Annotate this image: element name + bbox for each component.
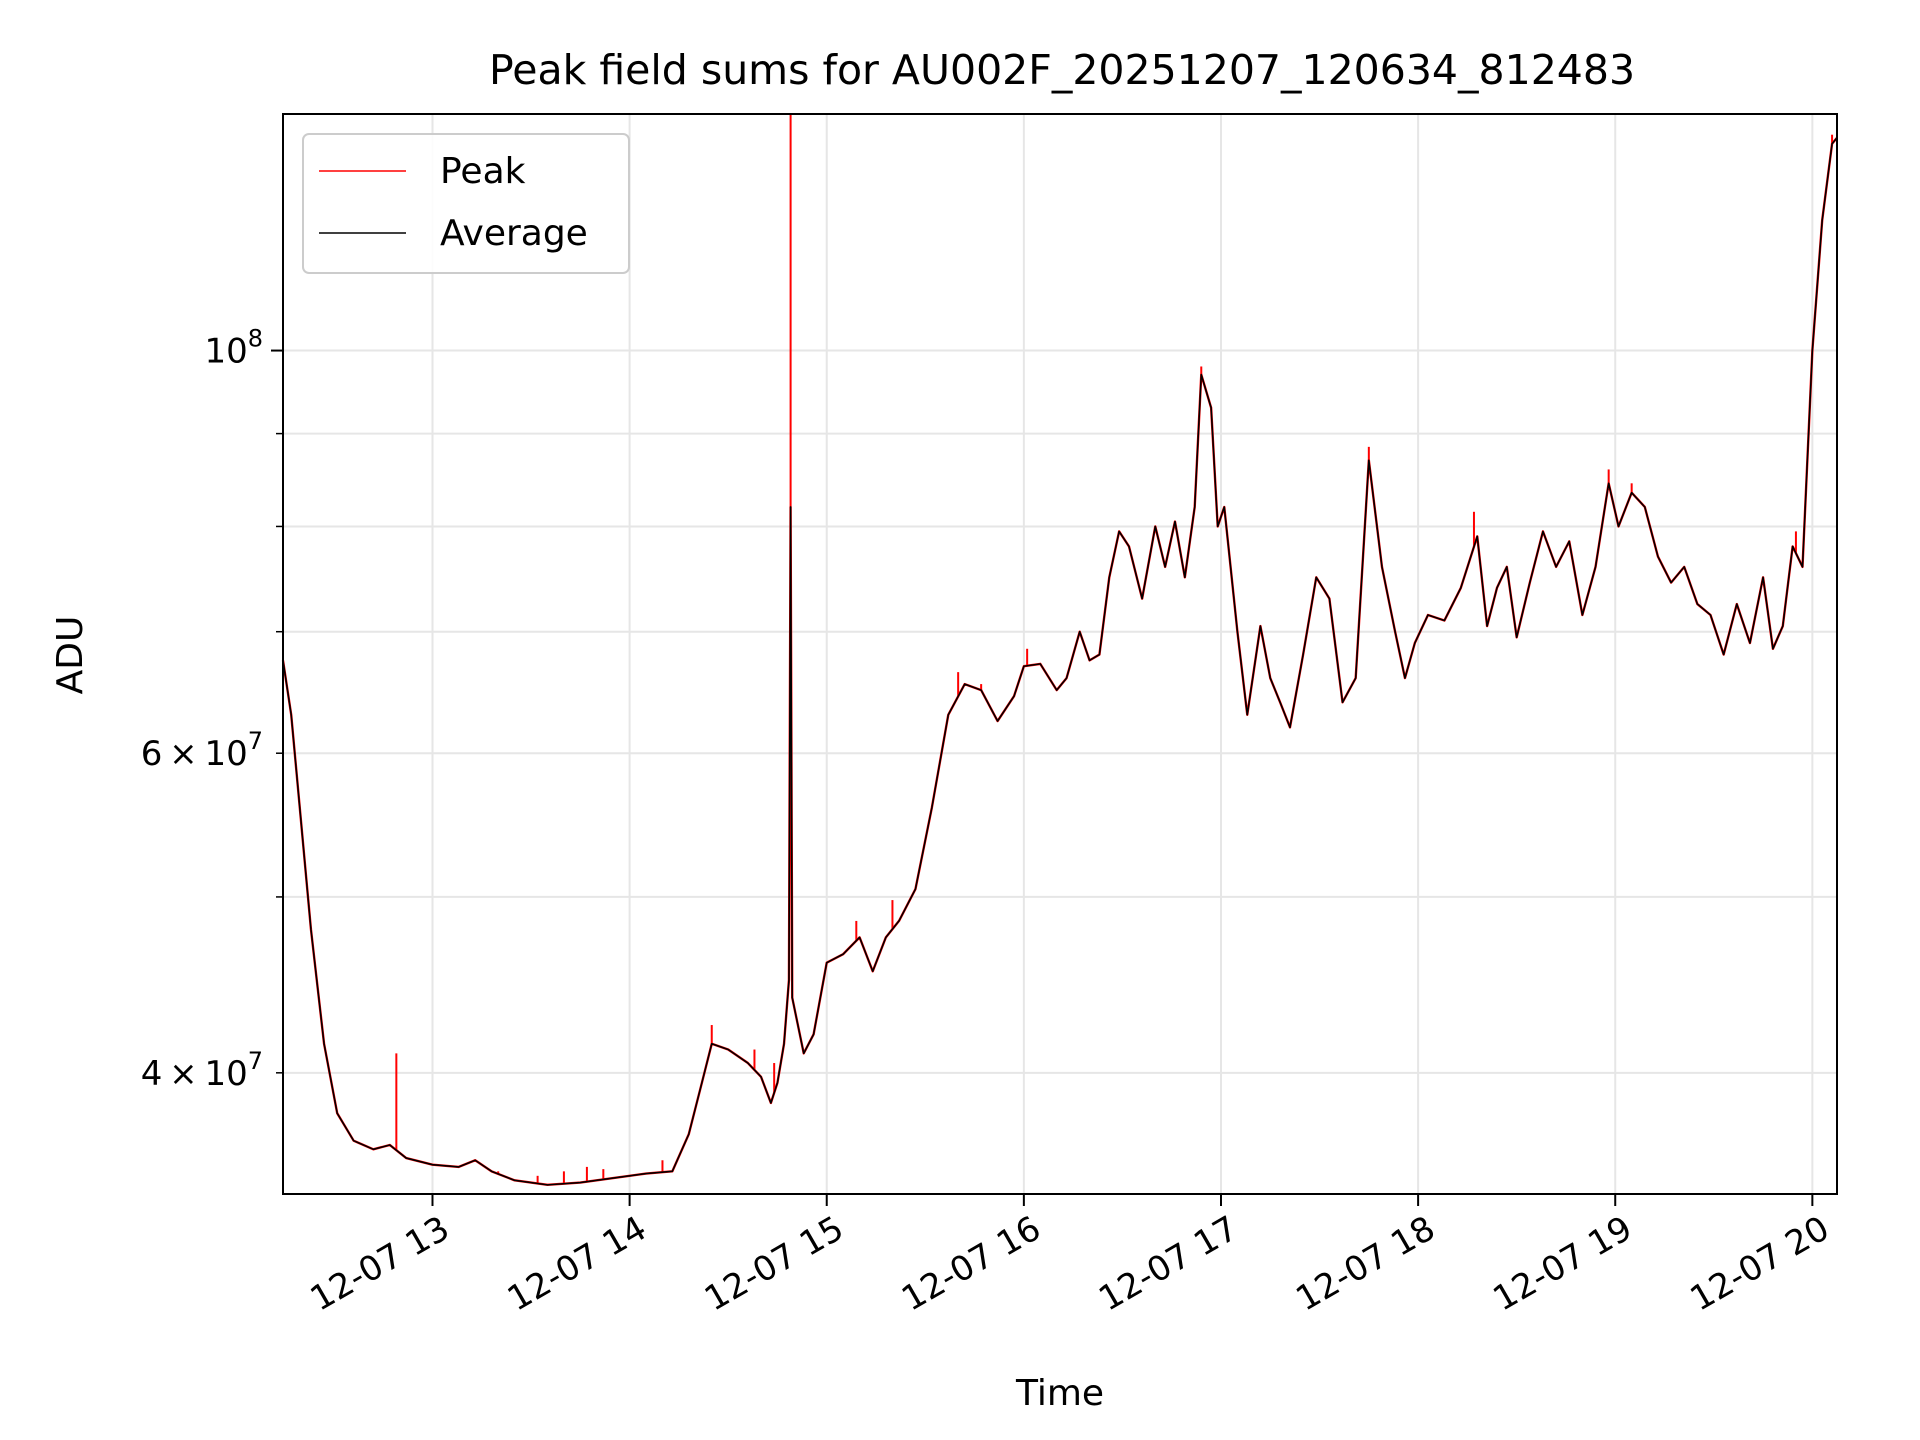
plot-frame <box>282 113 1838 1195</box>
legend[interactable]: Peak Average <box>302 133 630 274</box>
x-axis-label: Time <box>1015 1373 1104 1414</box>
y-tick-label: 6 × 107 <box>141 727 263 774</box>
grid <box>283 114 1837 1194</box>
average-line <box>282 137 1838 1186</box>
average-series <box>282 137 1838 1186</box>
legend-peak-label: Peak <box>440 151 526 192</box>
legend-box <box>302 133 630 274</box>
y-tick-label: 108 <box>204 325 263 372</box>
y-axis: 108 4 × 107 6 × 107 <box>141 325 283 1094</box>
y-tick-label: 4 × 107 <box>141 1047 263 1094</box>
legend-average-label: Average <box>440 213 588 254</box>
plot-area <box>281 114 1838 1187</box>
chart-title: Peak field sums for AU002F_20251207_1206… <box>489 46 1635 94</box>
y-axis-label: ADU <box>50 616 91 695</box>
